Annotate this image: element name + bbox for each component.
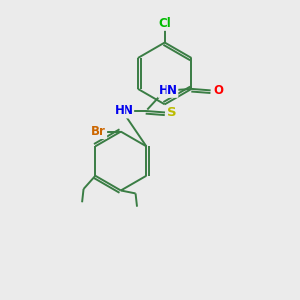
- Text: S: S: [167, 106, 176, 119]
- Text: Br: Br: [91, 125, 106, 138]
- Text: N: N: [167, 84, 177, 97]
- Text: N: N: [123, 104, 133, 118]
- Text: O: O: [213, 84, 223, 97]
- Text: Cl: Cl: [158, 17, 171, 30]
- Text: H: H: [159, 84, 169, 97]
- Text: H: H: [114, 104, 124, 118]
